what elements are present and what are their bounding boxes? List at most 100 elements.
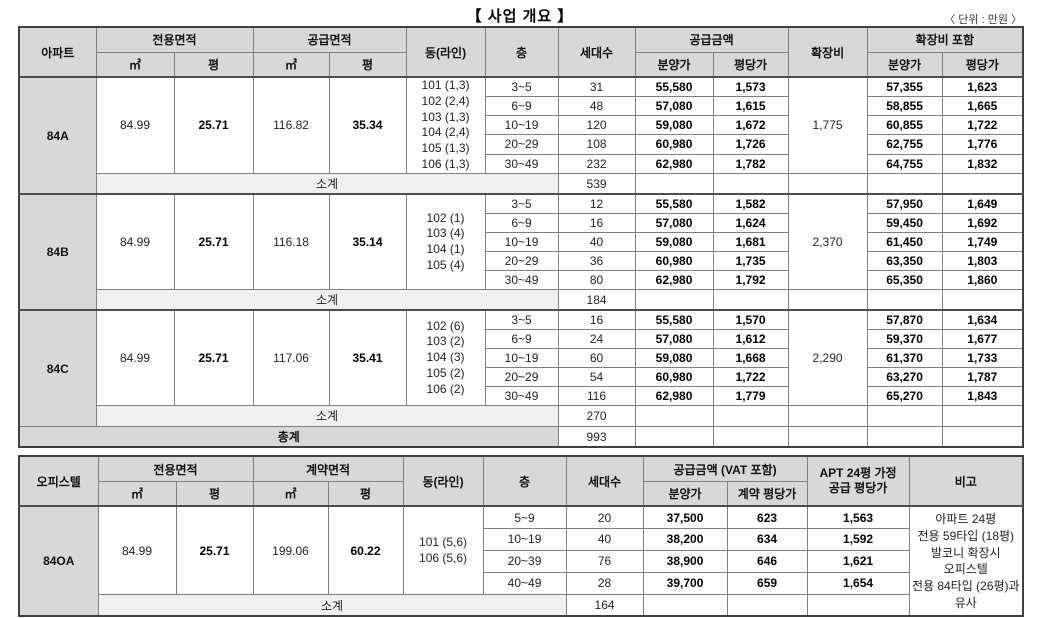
apt24-price-cell: 1,563 [806, 505, 910, 529]
households-cell: 108 [557, 134, 636, 155]
price-per-pyeong-header: 평당가 [941, 51, 1024, 78]
sqm-header: ㎡ [97, 480, 177, 507]
empty-cell [941, 404, 1024, 427]
exp-price-per-pyeong-cell: 1,803 [941, 250, 1024, 271]
empty-cell [866, 172, 943, 195]
exp-price-per-pyeong-cell: 1,832 [941, 153, 1024, 174]
apartment-table: 아파트 전용면적 공급면적 동(라인) 층 세대수 공급금액 확장비 확장비 포… [18, 26, 1025, 449]
price-per-pyeong-cell: 1,582 [712, 193, 789, 214]
sale-price-cell: 39,700 [642, 571, 728, 595]
sale-price-cell: 62,980 [634, 385, 714, 406]
floor-cell: 6~9 [484, 95, 559, 117]
subtotal-row: 소계 164 [19, 593, 1023, 617]
subtotal-label: 소계 [95, 288, 559, 311]
expansion-included-header: 확장비 포함 [866, 26, 1024, 53]
households-cell: 20 [565, 505, 644, 529]
supply-sqm-cell: 117.06 [252, 309, 330, 406]
contract-per-pyeong-cell: 646 [726, 549, 808, 573]
exclusive-sqm-cell: 84.99 [95, 193, 175, 290]
type-cell: 84B [18, 193, 97, 311]
exp-price-per-pyeong-cell: 1,722 [941, 115, 1024, 136]
contract-pyeong-cell: 60.22 [327, 505, 404, 595]
empty-cell [712, 172, 789, 195]
table-row: 84B 84.99 25.71 116.18 35.14 102 (1) 103… [18, 193, 1024, 311]
households-cell: 31 [557, 75, 636, 97]
floor-cell: 30~49 [484, 153, 559, 174]
exp-price-per-pyeong-cell: 1,677 [941, 328, 1024, 349]
empty-cell [634, 288, 714, 311]
supply-pyeong-cell: 35.34 [328, 75, 407, 174]
expansion-cost-header: 확장비 [787, 26, 868, 78]
floor-cell: 20~29 [484, 366, 559, 387]
price-per-pyeong-cell: 1,779 [712, 385, 789, 406]
table-row: 30~49 80 62,980 1,792 65,350 1,860 [19, 269, 1024, 290]
exp-price-per-pyeong-cell: 1,843 [941, 385, 1024, 406]
exp-sale-price-cell: 59,450 [866, 212, 943, 233]
sale-price-cell: 60,980 [634, 366, 714, 387]
exp-sale-price-cell: 61,450 [866, 231, 943, 252]
table-row: 6~9 24 57,080 1,612 59,370 1,677 [19, 328, 1024, 349]
subtotal-label: 소계 [95, 172, 559, 195]
sale-price-header: 분양가 [866, 51, 943, 78]
subtotal-row: 소계 184 [19, 288, 1024, 311]
remark-cell: 아파트 24평 전용 59타입 (18평) 발코니 확장시 오피스텔 전용 84… [908, 505, 1024, 617]
sale-price-cell: 57,080 [634, 212, 714, 233]
exp-sale-price-cell: 63,350 [866, 250, 943, 271]
table-row: 84A 84.99 25.71 116.82 35.34 101 (1,3) 1… [18, 75, 1024, 195]
empty-cell [806, 593, 910, 617]
price-per-pyeong-cell: 1,573 [712, 75, 789, 97]
supply-sqm-cell: 116.18 [252, 193, 330, 290]
exp-price-per-pyeong-cell: 1,749 [941, 231, 1024, 252]
sale-price-cell: 38,200 [642, 527, 728, 551]
floor-header: 층 [484, 26, 559, 78]
table-row: 20~29 54 60,980 1,722 63,270 1,787 [19, 366, 1024, 387]
sale-price-cell: 62,980 [634, 269, 714, 290]
exp-price-per-pyeong-cell: 1,733 [941, 347, 1024, 368]
table-subheader-row: ㎡ 평 ㎡ 평 분양가 평당가 분양가 평당가 [19, 51, 1024, 78]
households-cell: 12 [557, 193, 636, 214]
apt24-assumption-header: APT 24평 가정 공급 평당가 [806, 455, 910, 507]
floor-cell: 6~9 [484, 212, 559, 233]
exp-sale-price-cell: 57,950 [866, 193, 943, 214]
empty-cell [712, 425, 789, 448]
price-per-pyeong-cell: 1,612 [712, 328, 789, 349]
supply-pyeong-cell: 35.14 [328, 193, 407, 290]
sale-price-cell: 55,580 [634, 75, 714, 97]
empty-cell [726, 593, 808, 617]
price-per-pyeong-cell: 1,672 [712, 115, 789, 136]
subtotal-label: 소계 [97, 593, 567, 617]
subtotal-households-cell: 270 [557, 404, 636, 427]
table-row: 84C 84.99 25.71 117.06 35.41 102 (6) 103… [18, 309, 1024, 427]
table-row: 20~29 108 60,980 1,726 62,755 1,776 [19, 134, 1024, 155]
exp-sale-price-cell: 61,370 [866, 347, 943, 368]
floor-cell: 3~5 [484, 193, 559, 214]
contract-sqm-cell: 199.06 [252, 505, 329, 595]
sale-price-cell: 55,580 [634, 309, 714, 330]
supply-pyeong-cell: 35.41 [328, 309, 407, 406]
subtotal-row: 소계 270 [19, 404, 1024, 427]
expansion-cost-cell: 2,290 [787, 309, 868, 406]
contract-area-header: 계약면적 [252, 455, 404, 482]
dong-line-cell: 102 (1) 103 (4) 104 (1) 105 (4) [405, 193, 486, 290]
expansion-cost-cell: 1,775 [787, 75, 868, 174]
exp-price-per-pyeong-cell: 1,860 [941, 269, 1024, 290]
exp-price-per-pyeong-cell: 1,649 [941, 193, 1024, 214]
sale-price-cell: 59,080 [634, 115, 714, 136]
table-row: 30~49 232 62,980 1,782 64,755 1,832 [19, 153, 1024, 174]
exp-price-per-pyeong-cell: 1,692 [941, 212, 1024, 233]
empty-cell [866, 404, 943, 427]
households-cell: 120 [557, 115, 636, 136]
households-cell: 60 [557, 347, 636, 368]
apt24-price-cell: 1,592 [806, 527, 910, 551]
type-cell: 84A [18, 75, 97, 195]
exp-sale-price-cell: 58,855 [866, 95, 943, 117]
dong-line-header: 동(라인) [405, 26, 486, 78]
floor-cell: 6~9 [484, 328, 559, 349]
exclusive-sqm-cell: 84.99 [95, 75, 175, 174]
sale-price-cell: 57,080 [634, 328, 714, 349]
subtotal-row: 소계 539 [19, 172, 1024, 195]
table-header-row: 오피스텔 전용면적 계약면적 동(라인) 층 세대수 공급금액 (VAT 포함)… [18, 455, 1024, 507]
exp-price-per-pyeong-cell: 1,787 [941, 366, 1024, 387]
exclusive-area-header: 전용면적 [97, 455, 254, 482]
dong-line-header: 동(라인) [402, 455, 484, 507]
